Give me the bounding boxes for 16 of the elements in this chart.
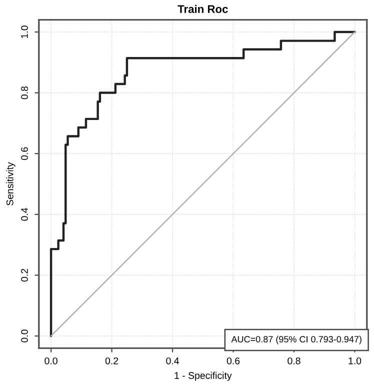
y-tick-label: 0.4 <box>21 208 28 221</box>
y-tick-label: 0.0 <box>21 330 28 342</box>
annotation: AUC=0.87 (95% CI 0.793-0.947) <box>231 336 362 344</box>
y-axis-title: Sensitivity <box>6 162 16 206</box>
x-axis-title: 1 - Specificity <box>174 372 232 381</box>
x-tick-label: 0.0 <box>44 357 58 364</box>
chart-title: Train Roc <box>178 4 228 14</box>
x-tick-label: 0.6 <box>226 357 240 364</box>
x-tick-label: 0.2 <box>105 357 118 364</box>
y-tick-label: 0.6 <box>21 147 28 160</box>
x-tick-label: 1.0 <box>348 357 362 364</box>
y-tick-label: 1.0 <box>21 26 28 38</box>
y-tick-label: 0.8 <box>21 86 28 100</box>
x-tick-label: 0.4 <box>166 357 179 364</box>
y-tick-label: 0.2 <box>21 268 28 282</box>
x-tick-label: 0.8 <box>288 357 300 364</box>
